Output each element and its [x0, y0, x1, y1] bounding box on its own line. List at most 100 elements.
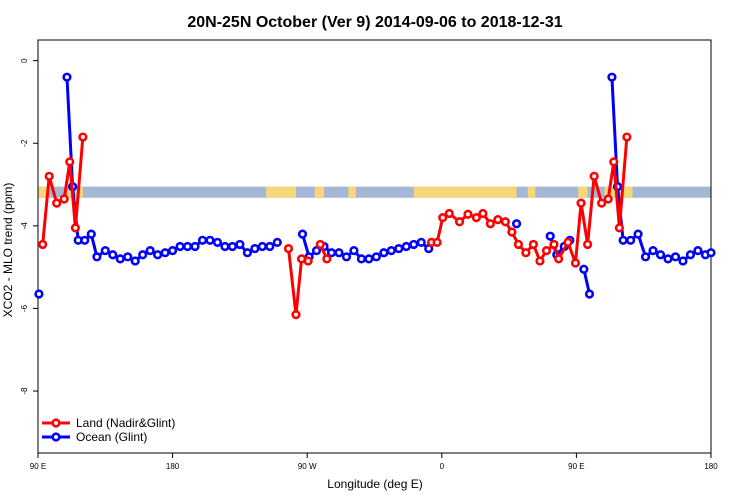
data-point	[80, 235, 90, 245]
data-point	[454, 217, 465, 227]
data-point	[614, 223, 624, 233]
map-band-land	[67, 186, 83, 198]
data-point	[554, 254, 564, 264]
data-point	[334, 248, 344, 258]
data-point	[528, 239, 539, 250]
data-point	[541, 246, 552, 256]
data-point	[220, 241, 230, 252]
data-point	[108, 250, 118, 260]
data-point	[297, 229, 308, 239]
legend-marker	[51, 418, 61, 428]
data-point	[341, 252, 352, 262]
data-point	[100, 246, 110, 256]
data-point	[511, 219, 522, 229]
data-point	[44, 171, 54, 181]
data-point	[145, 246, 155, 256]
data-point	[235, 239, 245, 250]
data-point	[545, 231, 555, 241]
map-band	[38, 186, 711, 198]
data-point	[706, 248, 716, 258]
data-point	[583, 239, 593, 250]
x-tick-label: 180	[704, 462, 718, 471]
data-point	[371, 252, 381, 262]
data-point	[394, 243, 404, 254]
x-tick-label: 180	[166, 462, 180, 471]
data-point	[322, 254, 332, 264]
data-point	[190, 241, 200, 252]
data-point	[86, 229, 96, 239]
data-point	[212, 237, 223, 247]
x-tick-label: 90 E	[568, 462, 584, 471]
data-point	[175, 241, 185, 252]
map-band-land	[578, 186, 588, 198]
data-point	[549, 239, 559, 250]
data-point	[205, 235, 215, 245]
data-point	[160, 248, 170, 258]
data-point	[463, 209, 473, 219]
data-point	[138, 250, 148, 260]
series-line	[610, 77, 712, 263]
data-point	[386, 246, 396, 256]
data-point	[478, 208, 488, 219]
map-band-land	[348, 186, 356, 198]
data-point	[182, 241, 193, 252]
y-tick-label: -2	[20, 139, 29, 147]
data-point	[311, 246, 322, 256]
data-point	[648, 246, 658, 256]
data-point	[570, 258, 581, 268]
data-point	[485, 219, 496, 229]
data-point	[493, 215, 503, 225]
data-point	[576, 198, 586, 208]
data-point	[130, 256, 140, 266]
data-point	[444, 208, 454, 219]
data-point	[513, 239, 524, 250]
data-point	[38, 239, 48, 250]
data-point	[265, 241, 275, 252]
data-point	[589, 171, 599, 181]
data-point	[416, 237, 426, 247]
data-point	[349, 246, 359, 256]
data-point	[242, 248, 252, 258]
data-point	[34, 289, 44, 299]
data-point	[59, 194, 69, 204]
data-point	[272, 237, 282, 247]
data-point	[197, 235, 208, 245]
data-point	[401, 241, 411, 252]
data-point	[693, 246, 703, 256]
data-point	[438, 212, 448, 223]
data-point	[379, 248, 389, 258]
y-tick-label: -6	[20, 304, 29, 312]
data-point	[626, 235, 636, 245]
data-point	[52, 198, 62, 208]
data-point	[356, 254, 367, 264]
y-tick-label: 0	[20, 58, 29, 63]
data-point	[597, 198, 607, 208]
map-band-land	[266, 186, 296, 198]
data-point	[579, 264, 589, 274]
y-tick-label: -4	[20, 222, 29, 230]
data-point	[70, 223, 80, 233]
data-point	[291, 310, 301, 320]
series-line	[65, 77, 279, 263]
data-point	[315, 239, 325, 250]
legend-marker	[51, 432, 61, 442]
map-band-land	[38, 186, 50, 198]
data-point	[622, 132, 632, 142]
chart-title: 20N-25N October (Ver 9) 2014-09-06 to 20…	[187, 14, 562, 31]
data-point	[250, 243, 260, 254]
data-point	[685, 250, 696, 260]
legend-label: Land (Nadir&Glint)	[76, 416, 175, 430]
data-point	[640, 252, 651, 262]
data-point	[227, 241, 238, 252]
data-point	[115, 254, 125, 264]
legend-label: Ocean (Glint)	[76, 430, 147, 444]
data-point	[535, 256, 545, 266]
map-band-land	[413, 186, 517, 198]
data-point	[62, 72, 72, 82]
data-point	[618, 235, 628, 245]
data-point	[584, 289, 595, 299]
data-point	[303, 256, 313, 266]
x-tick-label: 90 W	[298, 462, 317, 471]
data-point	[500, 217, 510, 227]
